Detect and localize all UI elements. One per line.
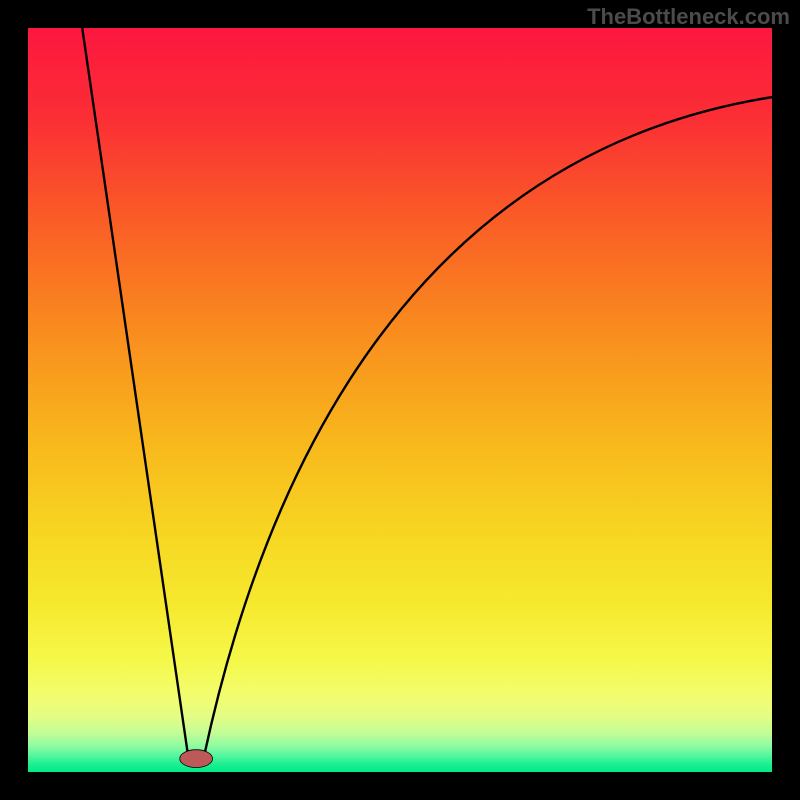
minimum-marker [180, 750, 213, 768]
plot-gradient-background [28, 28, 772, 772]
bottleneck-curve-chart [0, 0, 800, 800]
attribution-text: TheBottleneck.com [587, 4, 790, 30]
